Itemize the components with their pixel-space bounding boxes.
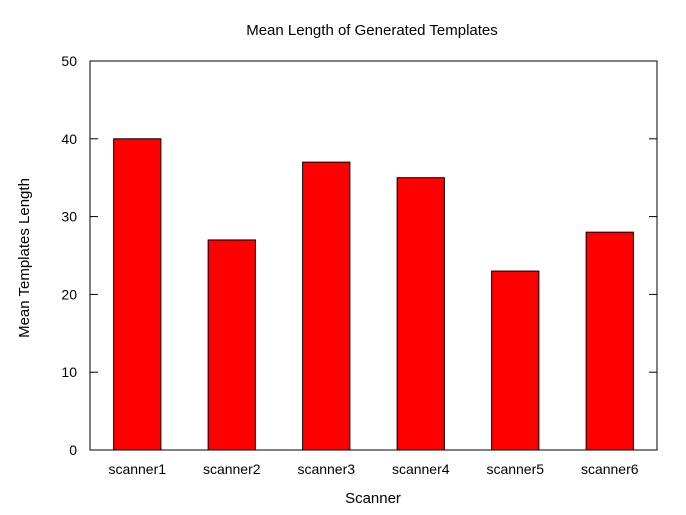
bar-scanner2 [207, 239, 256, 451]
x-axis-ticks: scanner1 scanner2 scanner3 scanner4 scanner5… [108, 461, 638, 477]
y-tick-label: 30 [61, 209, 77, 225]
y-tick-label: 10 [61, 364, 77, 380]
plot-frame [89, 60, 658, 451]
x-tick-label: scanner5 [486, 461, 544, 477]
x-tick-label: scanner1 [108, 461, 166, 477]
chart-title: Mean Length of Generated Templates [246, 22, 498, 39]
x-axis-label: Scanner [345, 490, 401, 507]
bar-scanner3 [302, 161, 351, 451]
x-tick-label: scanner4 [392, 461, 450, 477]
y-tick-label: 50 [61, 53, 77, 69]
bars [113, 138, 634, 451]
y-tick-label: 40 [61, 131, 77, 147]
x-tick-label: scanner2 [203, 461, 261, 477]
bar-scanner6 [585, 231, 634, 451]
y-axis-ticks: 0 10 20 30 40 50 [61, 53, 657, 458]
y-tick-label: 0 [69, 442, 77, 458]
bar-scanner5 [491, 270, 540, 451]
y-axis-label: Mean Templates Length [16, 178, 33, 338]
x-tick-label: scanner3 [297, 461, 355, 477]
bar-scanner1 [113, 138, 162, 451]
bar-scanner4 [396, 177, 445, 451]
x-tick-label: scanner6 [581, 461, 639, 477]
y-tick-label: 20 [61, 286, 77, 302]
